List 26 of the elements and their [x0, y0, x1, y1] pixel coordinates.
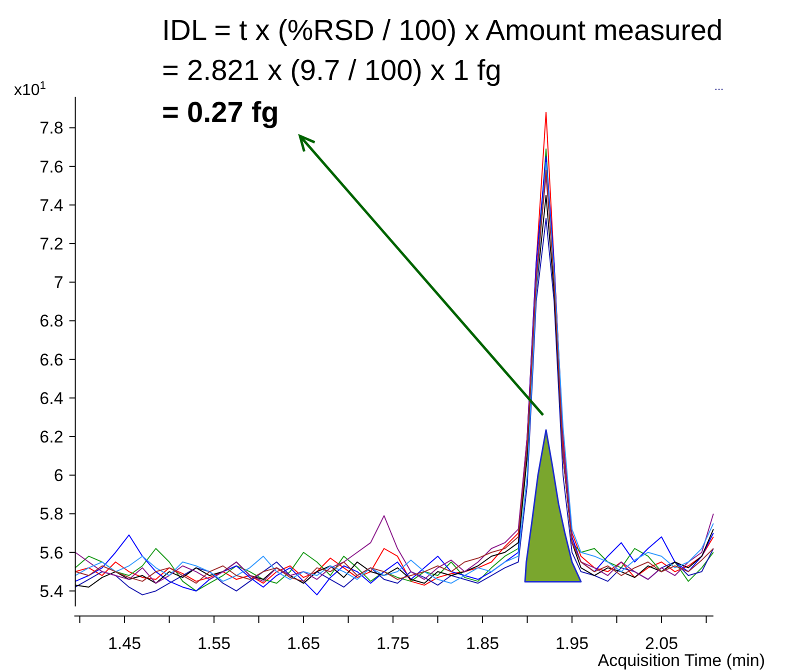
x-axis-title: Acquisition Time (min)	[598, 651, 765, 670]
x-tick-label: 1.55	[197, 634, 231, 653]
text: = 2.821 x (9.7 / 100) x 1 fg	[162, 55, 502, 87]
y-tick-label: 5.6	[40, 543, 64, 562]
y-tick-label: 5.8	[40, 504, 64, 524]
y-axis-title: x10$^{1}$	[14, 80, 46, 99]
y-tick-label: 6.2	[40, 428, 64, 447]
x-tick-label: 1.65	[286, 634, 320, 653]
y-tick-label: 7.4	[40, 196, 64, 215]
y-tick-label: 6.8	[40, 312, 64, 331]
annotation: = 0.27 fg	[162, 97, 279, 129]
y-tick-label: 7.8	[40, 118, 64, 138]
x-tick-label: 1.45	[108, 634, 142, 653]
y-tick-label: 6	[54, 466, 64, 486]
y-tick-label: 5.4	[40, 582, 64, 601]
y-tick-label: 6.4	[40, 388, 64, 408]
x-tick-label: 1.75	[376, 634, 410, 653]
y-tick-label: 7.2	[40, 234, 64, 254]
x-tick-label: 1.95	[555, 634, 589, 653]
x-tick-label: 1.85	[466, 634, 500, 653]
text: ...	[714, 81, 724, 93]
text: IDL = t x (%RSD / 100) x Amount measured	[162, 15, 723, 47]
x-tick-label: 2.05	[644, 634, 678, 653]
y-tick-label: 7.6	[40, 157, 64, 176]
y-tick-label: 6.6	[40, 350, 64, 370]
y-tick-label: 7	[54, 273, 64, 292]
